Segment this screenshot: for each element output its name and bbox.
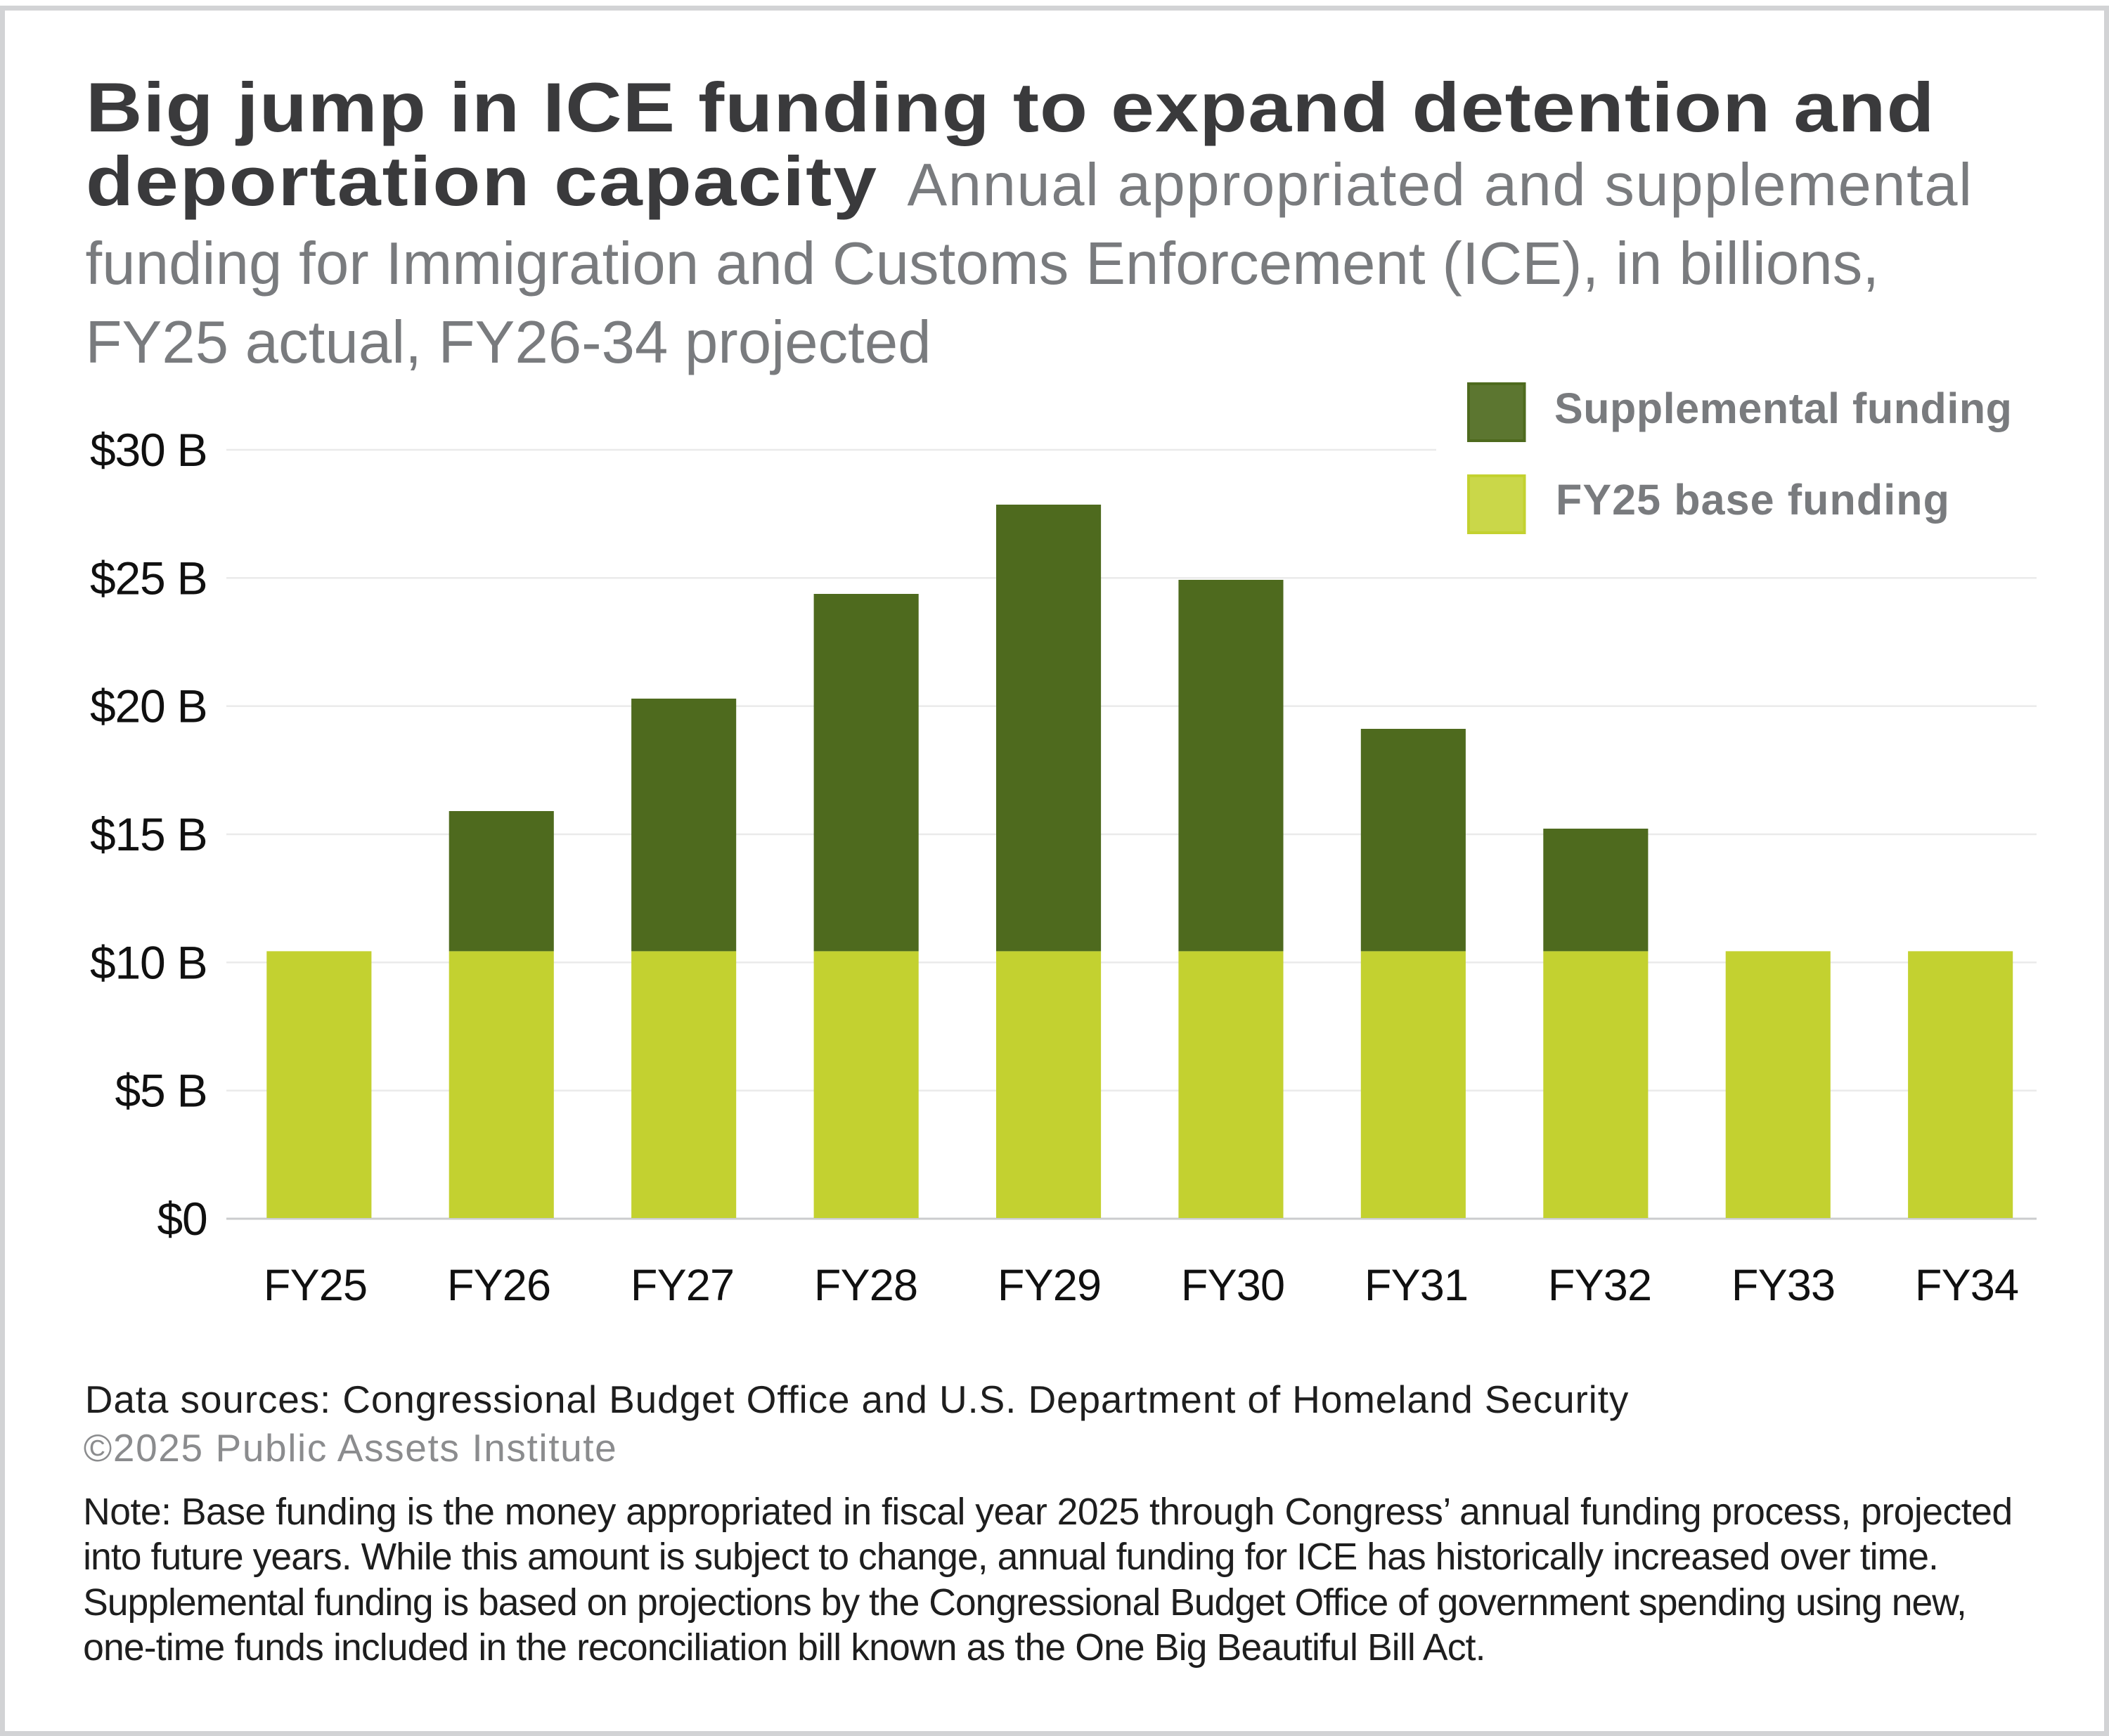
- svg-text:$15 B: $15 B: [90, 808, 207, 860]
- svg-text:$25 B: $25 B: [90, 552, 207, 604]
- svg-text:FY30: FY30: [1181, 1261, 1284, 1310]
- svg-text:FY29: FY29: [998, 1261, 1101, 1310]
- svg-text:FY34: FY34: [1915, 1261, 2018, 1310]
- svg-text:FY27: FY27: [631, 1261, 734, 1310]
- svg-text:FY28: FY28: [814, 1261, 917, 1310]
- svg-text:$30 B: $30 B: [90, 424, 207, 476]
- svg-text:FY32: FY32: [1548, 1261, 1651, 1310]
- svg-text:FY31: FY31: [1365, 1261, 1468, 1310]
- svg-text:$10 B: $10 B: [90, 936, 207, 988]
- svg-text:Supplemental funding: Supplemental funding: [1554, 384, 2012, 432]
- svg-text:FY33: FY33: [1731, 1261, 1835, 1310]
- svg-text:$20 B: $20 B: [90, 680, 207, 732]
- svg-text:FY26: FY26: [447, 1261, 550, 1310]
- svg-text:$0: $0: [157, 1193, 207, 1245]
- svg-text:$5 B: $5 B: [115, 1065, 207, 1117]
- svg-text:FY25 base funding: FY25 base funding: [1556, 476, 1950, 524]
- svg-text:FY25: FY25: [264, 1261, 367, 1310]
